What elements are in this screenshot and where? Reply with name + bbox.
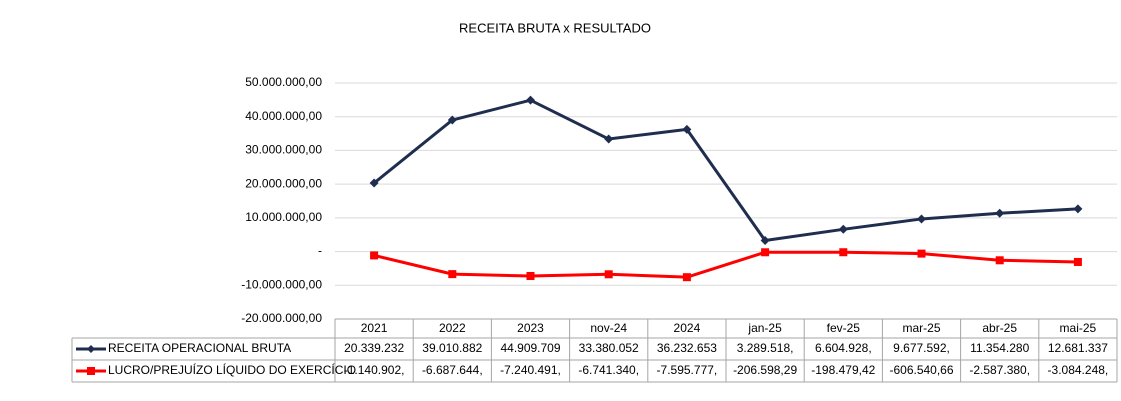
- y-tick-label: 40.000.000,00: [245, 109, 322, 123]
- table-value: -6.687.644,: [422, 363, 483, 377]
- point: [838, 224, 848, 234]
- point: [604, 134, 614, 144]
- series-line: [373, 98, 1078, 242]
- legend-label: LUCRO/PREJUÍZO LÍQUIDO DO EXERCÍCIO: [108, 362, 356, 377]
- x-tick-label: fev-25: [827, 321, 861, 335]
- table-value: -206.598,29: [733, 363, 797, 377]
- point: [682, 124, 692, 134]
- legend-marker: [87, 367, 95, 375]
- table-value: 36.232.653: [657, 341, 717, 355]
- table-value: -606.540,66: [889, 363, 953, 377]
- table-value: -7.595.777,: [657, 363, 718, 377]
- point: [917, 249, 926, 258]
- table-value: 9.677.592,: [893, 341, 950, 355]
- point: [995, 256, 1004, 265]
- point: [682, 273, 691, 282]
- legend-marker: [87, 345, 95, 353]
- point: [526, 271, 535, 280]
- y-tick-label: 50.000.000,00: [245, 75, 322, 89]
- x-tick-label: mai-25: [1060, 321, 1097, 335]
- point: [369, 178, 379, 188]
- table-value: -1.140.902,: [344, 363, 405, 377]
- table-value: -3.084.248,: [1048, 363, 1109, 377]
- point: [370, 251, 379, 260]
- y-tick-label: -: [318, 244, 322, 258]
- y-tick-label: -10.000.000,00: [241, 277, 322, 291]
- y-tick-label: 10.000.000,00: [245, 210, 322, 224]
- point: [448, 270, 457, 279]
- table-value: -198.479,42: [811, 363, 875, 377]
- y-tick-label: -20.000.000,00: [241, 311, 322, 325]
- table-value: -2.587.380,: [969, 363, 1030, 377]
- x-tick-label: nov-24: [590, 321, 627, 335]
- point: [761, 248, 770, 257]
- x-tick-label: 2022: [439, 321, 466, 335]
- chart-title: RECEITA BRUTA x RESULTADO: [459, 20, 651, 35]
- point: [995, 208, 1005, 218]
- point: [604, 270, 613, 279]
- series-line: [373, 250, 1078, 279]
- x-tick-label: 2023: [517, 321, 544, 335]
- table-value: 6.604.928,: [815, 341, 872, 355]
- point: [1073, 204, 1083, 214]
- point: [839, 248, 848, 257]
- x-tick-label: 2021: [361, 321, 388, 335]
- x-tick-label: 2024: [674, 321, 701, 335]
- point: [1073, 257, 1082, 266]
- table-value: 20.339.232: [344, 341, 404, 355]
- x-tick-label: jan-25: [747, 321, 782, 335]
- table-value: 44.909.709: [500, 341, 560, 355]
- x-tick-label: mar-25: [902, 321, 940, 335]
- y-tick-label: 20.000.000,00: [245, 176, 322, 190]
- x-tick-label: abr-25: [982, 321, 1017, 335]
- table-value: 3.289.518,: [737, 341, 794, 355]
- table-value: 11.354.280: [970, 341, 1029, 355]
- table-value: -6.741.340,: [578, 363, 639, 377]
- point: [526, 95, 535, 105]
- y-tick-label: 30.000.000,00: [245, 143, 322, 157]
- point: [760, 235, 770, 245]
- point: [447, 115, 457, 125]
- table-value: 33.380.052: [579, 341, 639, 355]
- point: [917, 214, 926, 224]
- table-value: 39.010.882: [422, 341, 482, 355]
- table-value: 12.681.337: [1048, 341, 1108, 355]
- table-value: -7.240.491,: [500, 363, 561, 377]
- legend-label: RECEITA OPERACIONAL BRUTA: [108, 341, 291, 355]
